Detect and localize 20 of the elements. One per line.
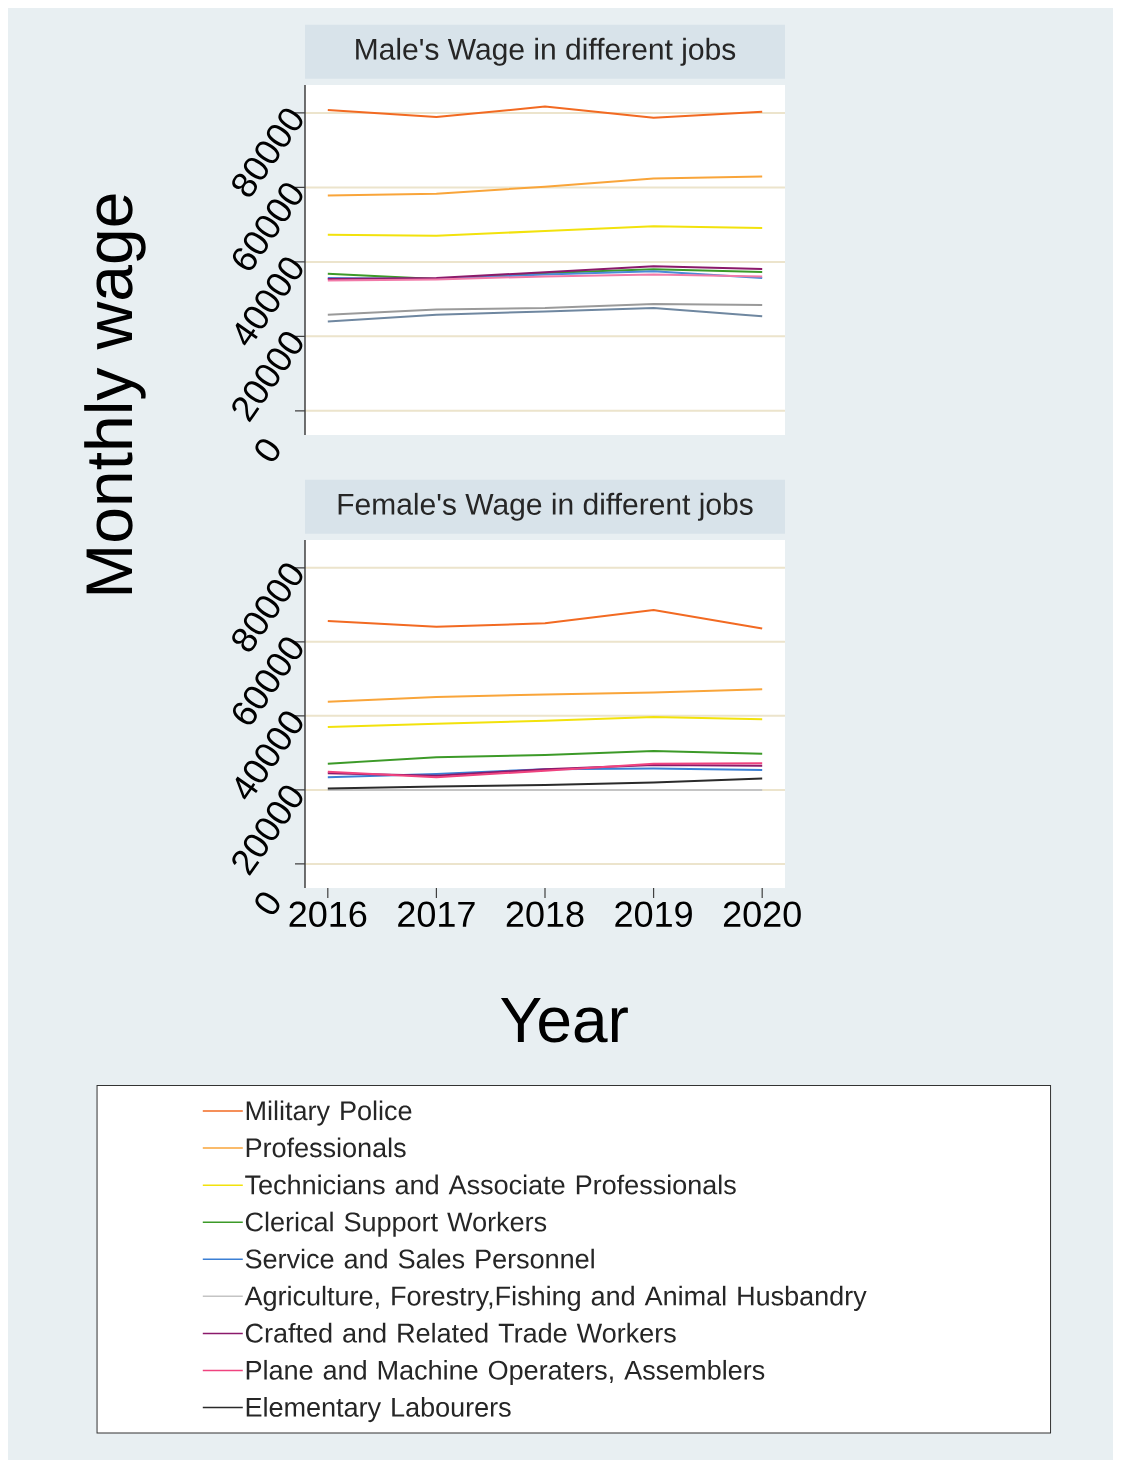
y-tick-label: 0: [255, 892, 280, 915]
x-tick-label: 2016: [289, 901, 367, 928]
chart-title: Male's Wage in different jobs: [356, 37, 736, 66]
y-axis-title: Monthly wage: [84, 194, 146, 594]
x-tick-label: 2019: [615, 901, 692, 928]
legend-label: Crafted and Related Trade Workers: [245, 1322, 676, 1343]
legend-label: Service and Sales Personnel: [245, 1248, 594, 1269]
x-tick-label: 2020: [723, 901, 801, 928]
legend-label: Plane and Machine Operaters, Assemblers: [246, 1359, 765, 1386]
legend-label: Military Police: [246, 1100, 412, 1126]
legend-label: Elementary Labourers: [246, 1396, 511, 1423]
legend-label: Technicians and Associate Professionals: [245, 1174, 736, 1195]
chart-title: Female's Wage in different jobs: [338, 492, 753, 521]
x-tick-label: 2018: [506, 901, 584, 928]
y-tick-label: 0: [255, 439, 280, 461]
legend-label: Professionals: [246, 1137, 406, 1158]
legend-label: Agriculture, Forestry,Fishing and Animal Husbandry: [244, 1285, 867, 1311]
x-tick-label: 2017: [398, 901, 475, 928]
x-axis-title: Year: [500, 997, 628, 1043]
legend-label: Clerical Support Workers: [245, 1211, 547, 1237]
